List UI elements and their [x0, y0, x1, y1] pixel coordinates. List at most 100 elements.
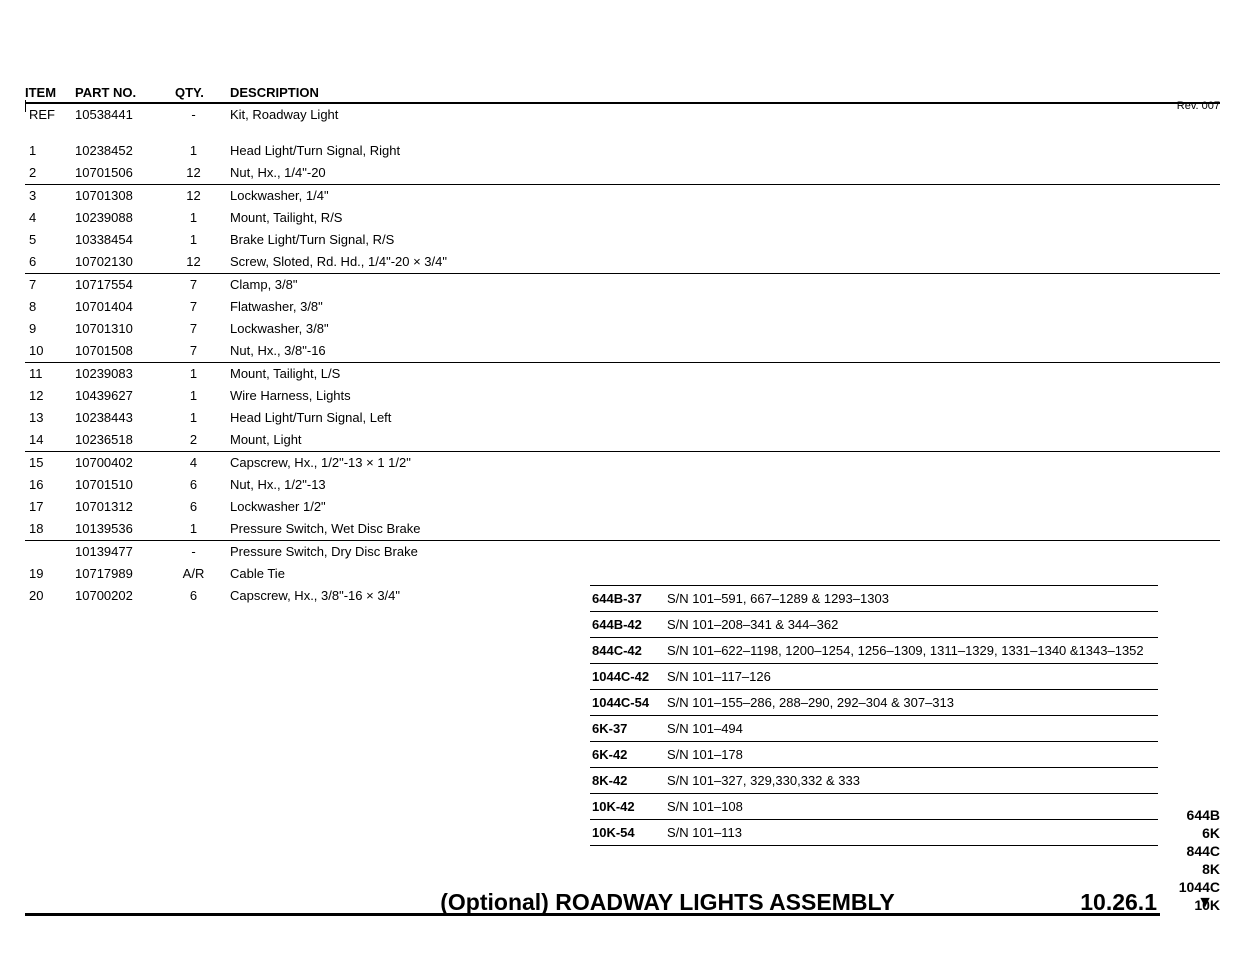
cell-item: 2 [25, 162, 75, 184]
cell-desc: Mount, Tailight, L/S [230, 363, 1220, 385]
header-desc: DESCRIPTION [230, 85, 1220, 100]
serial-row: 844C-42S/N 101–622–1198, 1200–1254, 1256… [590, 637, 1158, 663]
cell-partno: 10538441 [75, 104, 175, 126]
table-row: 11102390831Mount, Tailight, L/S [25, 362, 1220, 385]
cell-desc: Capscrew, Hx., 1/2"-13 × 1 1/2" [230, 452, 1220, 474]
table-row: 8107014047Flatwasher, 3/8" [25, 296, 1220, 318]
cell-qty: 6 [175, 474, 230, 496]
cell-desc: Screw, Sloted, Rd. Hd., 1/4"-20 × 3/4" [230, 251, 1220, 273]
header-qty: QTY. [175, 85, 230, 100]
cell-partno: 10701506 [75, 162, 175, 184]
table-row: 61070213012Screw, Sloted, Rd. Hd., 1/4"-… [25, 251, 1220, 273]
cell-item: 20 [25, 585, 75, 607]
cell-qty: 12 [175, 162, 230, 184]
serial-row: 6K-42S/N 101–178 [590, 741, 1158, 767]
cell-item [25, 541, 75, 563]
table-row: 4102390881Mount, Tailight, R/S [25, 207, 1220, 229]
table-row: 12104396271Wire Harness, Lights [25, 385, 1220, 407]
cell-item: 12 [25, 385, 75, 407]
cell-desc: Kit, Roadway Light [230, 104, 1220, 126]
serial-row: 10K-42S/N 101–108 [590, 793, 1158, 819]
cell-item: 10 [25, 340, 75, 362]
cell-partno: 10701310 [75, 318, 175, 340]
cell-item: 13 [25, 407, 75, 429]
table-body: REF10538441-Kit, Roadway Light1102384521… [25, 104, 1220, 607]
cell-qty: 7 [175, 340, 230, 362]
cell-qty: 1 [175, 518, 230, 540]
model-label: 844C [1179, 842, 1220, 860]
table-row: 17107013126Lockwasher 1/2" [25, 496, 1220, 518]
cell-qty: 6 [175, 496, 230, 518]
cell-item: 7 [25, 274, 75, 296]
cell-item: 11 [25, 363, 75, 385]
cell-partno: 10700202 [75, 585, 175, 607]
cell-qty: 6 [175, 585, 230, 607]
serial-row: 644B-42S/N 101–208–341 & 344–362 [590, 611, 1158, 637]
cell-item: 8 [25, 296, 75, 318]
cell-item: 9 [25, 318, 75, 340]
serial-text: S/N 101–117–126 [667, 669, 1156, 684]
cell-qty: 1 [175, 407, 230, 429]
cell-partno: 10717989 [75, 563, 175, 585]
footer-title: (Optional) ROADWAY LIGHTS ASSEMBLY [25, 889, 1235, 916]
spacer [25, 126, 1220, 140]
serial-row: 644B-37S/N 101–591, 667–1289 & 1293–1303 [590, 585, 1158, 611]
header-item: ITEM [25, 85, 75, 100]
cell-desc: Pressure Switch, Wet Disc Brake [230, 518, 1220, 540]
table-row: 7107175547Clamp, 3/8" [25, 273, 1220, 296]
cell-desc: Lockwasher, 3/8" [230, 318, 1220, 340]
table-row: 15107004024Capscrew, Hx., 1/2"-13 × 1 1/… [25, 451, 1220, 474]
model-label: 644B [1179, 806, 1220, 824]
serial-text: S/N 101–113 [667, 825, 1156, 840]
serial-text: S/N 101–494 [667, 721, 1156, 736]
serial-model: 10K-42 [592, 799, 667, 814]
cell-qty: 1 [175, 385, 230, 407]
cell-partno: 10439627 [75, 385, 175, 407]
serial-text: S/N 101–108 [667, 799, 1156, 814]
table-row: 16107015106Nut, Hx., 1/2"-13 [25, 474, 1220, 496]
cell-desc: Flatwasher, 3/8" [230, 296, 1220, 318]
cell-qty: 1 [175, 363, 230, 385]
table-row: 1102384521Head Light/Turn Signal, Right [25, 140, 1220, 162]
footer-pagenum: 10.26.1 [1080, 889, 1157, 916]
cell-item: 3 [25, 185, 75, 207]
cell-desc: Nut, Hx., 1/4"-20 [230, 162, 1220, 184]
cell-partno: 10139477 [75, 541, 175, 563]
cell-desc: Nut, Hx., 1/2"-13 [230, 474, 1220, 496]
serial-section: 644B-37S/N 101–591, 667–1289 & 1293–1303… [590, 585, 1158, 846]
cell-desc: Mount, Tailight, R/S [230, 207, 1220, 229]
table-row: 5103384541Brake Light/Turn Signal, R/S [25, 229, 1220, 251]
cell-partno: 10238452 [75, 140, 175, 162]
cell-item: 19 [25, 563, 75, 585]
cell-partno: 10701312 [75, 496, 175, 518]
cell-partno: 10701508 [75, 340, 175, 362]
table-header: ITEM PART NO. QTY. DESCRIPTION [25, 85, 1220, 104]
serial-row: 1044C-54S/N 101–155–286, 288–290, 292–30… [590, 689, 1158, 715]
cell-desc: Brake Light/Turn Signal, R/S [230, 229, 1220, 251]
model-label: 8K [1179, 860, 1220, 878]
cell-item: 4 [25, 207, 75, 229]
serial-row: 1044C-42S/N 101–117–126 [590, 663, 1158, 689]
serial-text: S/N 101–178 [667, 747, 1156, 762]
header-partno: PART NO. [75, 85, 175, 100]
table-row: 21070150612Nut, Hx., 1/4"-20 [25, 162, 1220, 184]
serial-model: 1044C-54 [592, 695, 667, 710]
cell-partno: 10239088 [75, 207, 175, 229]
triangle-down-icon: ▼ [1197, 894, 1213, 912]
cell-desc: Pressure Switch, Dry Disc Brake [230, 541, 1220, 563]
table-row: 31070130812Lockwasher, 1/4" [25, 184, 1220, 207]
serial-model: 8K-42 [592, 773, 667, 788]
cell-desc: Clamp, 3/8" [230, 274, 1220, 296]
cell-desc: Mount, Light [230, 429, 1220, 451]
serial-model: 6K-37 [592, 721, 667, 736]
table-row: REF10538441-Kit, Roadway Light [25, 104, 1220, 126]
cell-partno: 10238443 [75, 407, 175, 429]
table-row: 13102384431Head Light/Turn Signal, Left [25, 407, 1220, 429]
top-left-border [25, 100, 26, 112]
serial-text: S/N 101–622–1198, 1200–1254, 1256–1309, … [667, 643, 1156, 658]
cell-partno: 10701510 [75, 474, 175, 496]
cell-desc: Lockwasher 1/2" [230, 496, 1220, 518]
table-row: 1910717989A/RCable Tie [25, 563, 1220, 585]
cell-item: 15 [25, 452, 75, 474]
cell-qty: 7 [175, 318, 230, 340]
